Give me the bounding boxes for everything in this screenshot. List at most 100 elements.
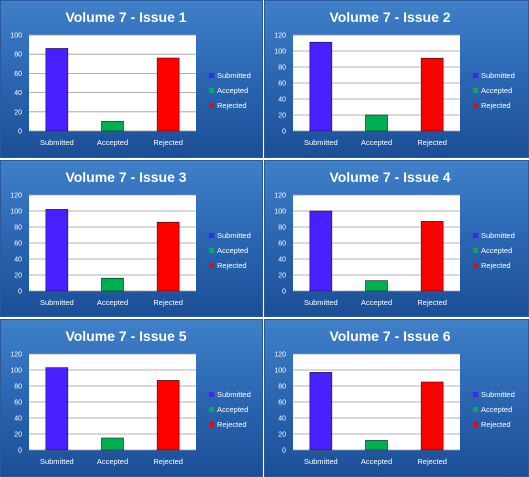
legend-swatch [209, 103, 214, 108]
legend-swatch [473, 392, 478, 397]
bar-accepted [101, 277, 124, 292]
y-tick-label: 120 [274, 352, 286, 359]
y-tick-label: 0 [282, 129, 286, 136]
legend-label: Accepted [481, 86, 512, 95]
bar-chart: Volume 7 - Issue 3 0 20 40 60 80 100 120 Submitt… [10, 169, 251, 307]
chart-title: Volume 7 - Issue 3 [65, 169, 186, 185]
bar-submitted [45, 209, 69, 292]
chart-panel-issue-2: Volume 7 - Issue 2 0 20 40 60 80 100 120 Submitt… [264, 0, 529, 158]
y-tick-label: 40 [14, 416, 22, 423]
x-tick-label: Accepted [97, 138, 128, 147]
legend-swatch [209, 422, 214, 427]
chart-title: Volume 7 - Issue 2 [329, 9, 450, 25]
legend-label: Submitted [217, 390, 251, 399]
legend-label: Accepted [481, 405, 512, 414]
y-tick-label: 80 [278, 384, 286, 391]
y-tick-label: 40 [278, 257, 286, 264]
legend-swatch [209, 73, 214, 78]
legend-label: Rejected [217, 101, 247, 110]
x-tick-label: Submitted [304, 298, 338, 307]
bar-rejected [156, 221, 180, 292]
y-tick-label: 0 [282, 289, 286, 296]
legend-swatch [209, 407, 214, 412]
y-tick-label: 0 [282, 448, 286, 455]
bar-accepted [101, 121, 124, 132]
y-tick-label: 120 [10, 193, 22, 200]
legend-swatch [473, 233, 478, 238]
legend-swatch [473, 73, 478, 78]
y-tick-label: 80 [278, 225, 286, 232]
x-tick-label: Accepted [361, 138, 392, 147]
y-tick-label: 40 [14, 90, 22, 97]
legend-label: Submitted [481, 71, 515, 80]
bar-submitted [45, 48, 69, 132]
x-tick-label: Rejected [417, 457, 447, 466]
bar-submitted [309, 41, 333, 132]
chart-title: Volume 7 - Issue 4 [329, 169, 450, 185]
y-tick-label: 40 [278, 97, 286, 104]
chart-panel-issue-4: Volume 7 - Issue 4 0 20 40 60 80 100 120 Submitt… [264, 160, 529, 317]
legend-label: Submitted [481, 231, 515, 240]
y-tick-label: 60 [278, 241, 286, 248]
y-tick-label: 20 [14, 273, 22, 280]
bar-accepted [101, 437, 124, 451]
legend-label: Rejected [481, 420, 511, 429]
x-tick-label: Rejected [153, 298, 183, 307]
x-tick-label: Rejected [153, 138, 183, 147]
bar-chart: Volume 7 - Issue 1 0 20 40 60 80 100 Submitted A… [10, 9, 251, 147]
chart-panel-issue-5: Volume 7 - Issue 5 0 20 40 60 80 100 120 Submitt… [0, 319, 263, 477]
chart-panel-issue-3: Volume 7 - Issue 3 0 20 40 60 80 100 120 Submitt… [0, 160, 263, 317]
bar-rejected [420, 57, 444, 132]
chart-title: Volume 7 - Issue 1 [65, 9, 186, 25]
chart-panel-issue-6: Volume 7 - Issue 6 0 20 40 60 80 100 120 Submitt… [264, 319, 529, 477]
y-tick-label: 120 [274, 193, 286, 200]
bar-accepted [365, 440, 388, 451]
bar-submitted [45, 367, 69, 451]
x-tick-label: Rejected [417, 298, 447, 307]
legend-label: Accepted [217, 246, 248, 255]
bar-submitted [309, 210, 333, 292]
x-tick-label: Submitted [304, 457, 338, 466]
y-tick-label: 120 [274, 33, 286, 40]
x-tick-label: Submitted [40, 457, 74, 466]
legend-label: Rejected [217, 420, 247, 429]
y-tick-label: 20 [278, 432, 286, 439]
legend-swatch [209, 248, 214, 253]
x-tick-label: Accepted [97, 298, 128, 307]
legend-swatch [209, 392, 214, 397]
legend-label: Submitted [217, 231, 251, 240]
y-tick-label: 60 [14, 241, 22, 248]
x-tick-label: Accepted [361, 457, 392, 466]
y-tick-label: 20 [278, 113, 286, 120]
y-tick-label: 100 [274, 368, 286, 375]
bar-chart: Volume 7 - Issue 6 0 20 40 60 80 100 120 Submitt… [274, 328, 514, 466]
bar-rejected [420, 381, 444, 451]
bar-submitted [309, 372, 333, 451]
chart-panel-issue-1: Volume 7 - Issue 1 0 20 40 60 80 100 Submitted A… [0, 0, 263, 158]
x-tick-label: Submitted [40, 138, 74, 147]
y-tick-label: 60 [278, 400, 286, 407]
y-tick-label: 80 [14, 384, 22, 391]
y-tick-label: 100 [274, 209, 286, 216]
x-tick-label: Rejected [417, 138, 447, 147]
x-tick-label: Accepted [97, 457, 128, 466]
legend-swatch [473, 407, 478, 412]
legend-label: Submitted [217, 71, 251, 80]
bar-accepted [365, 114, 388, 132]
legend-label: Accepted [481, 246, 512, 255]
x-tick-label: Accepted [361, 298, 392, 307]
y-tick-label: 100 [274, 49, 286, 56]
y-tick-label: 100 [10, 368, 22, 375]
y-tick-label: 100 [10, 209, 22, 216]
legend-label: Accepted [217, 86, 248, 95]
bar-rejected [156, 57, 180, 132]
x-tick-label: Submitted [304, 138, 338, 147]
chart-title: Volume 7 - Issue 5 [65, 328, 186, 344]
y-tick-label: 0 [18, 448, 22, 455]
y-tick-label: 0 [18, 129, 22, 136]
bar-chart: Volume 7 - Issue 4 0 20 40 60 80 100 120 Submitt… [274, 169, 515, 307]
y-tick-label: 120 [10, 352, 22, 359]
y-tick-label: 80 [14, 225, 22, 232]
bar-chart: Volume 7 - Issue 5 0 20 40 60 80 100 120 Submitt… [10, 328, 251, 466]
